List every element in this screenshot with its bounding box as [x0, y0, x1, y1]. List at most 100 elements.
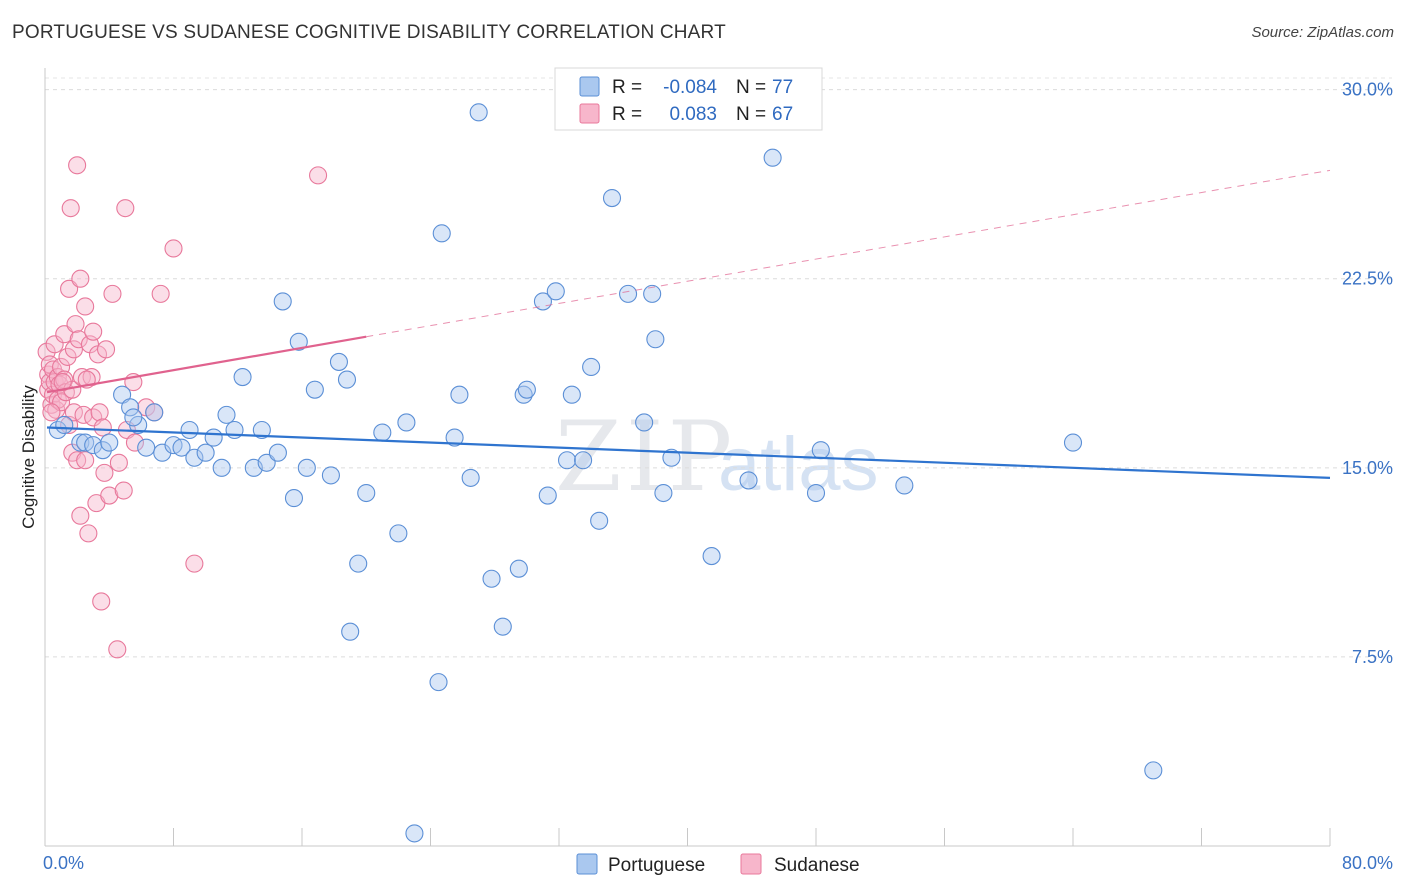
portuguese-point	[349, 554, 368, 573]
portuguese-point	[185, 448, 204, 467]
portuguese-point	[100, 433, 119, 452]
portuguese-point	[405, 824, 424, 843]
portuguese-point	[397, 413, 416, 432]
portuguese-point	[590, 511, 609, 530]
portuguese-point	[84, 436, 103, 455]
portuguese-point	[646, 330, 665, 349]
tick-labels: 7.5% 15.0% 22.5% 30.0% 0.0% 80.0%	[43, 80, 1393, 873]
legend-n-value-2: 67	[772, 104, 793, 125]
sudanese-point	[103, 284, 122, 303]
portuguese-point	[284, 489, 304, 508]
portuguese-point	[341, 622, 360, 641]
portuguese-point	[763, 148, 782, 167]
sudanese-point	[60, 279, 79, 298]
portuguese-point	[643, 284, 662, 303]
portuguese-point	[662, 448, 681, 467]
portuguese-point	[305, 380, 324, 399]
portuguese-point	[289, 332, 308, 351]
portuguese-trend-line	[46, 426, 1331, 480]
portuguese-point	[602, 189, 622, 208]
portuguese-point	[196, 443, 215, 462]
portuguese-point	[217, 405, 236, 424]
sudanese-point	[108, 640, 127, 659]
legend-n-label-2: N =	[736, 104, 766, 125]
portuguese-points	[48, 103, 1163, 843]
sudanese-point	[71, 506, 90, 525]
portuguese-point	[329, 352, 348, 371]
series-legend-swatch-sudanese	[740, 853, 762, 875]
axes	[44, 68, 1331, 847]
portuguese-point	[469, 103, 488, 122]
portuguese-point	[55, 415, 74, 435]
portuguese-point	[252, 420, 271, 440]
sudanese-point	[45, 335, 64, 354]
portuguese-point	[121, 398, 140, 417]
portuguese-point	[180, 420, 199, 440]
sudanese-point	[52, 393, 71, 412]
legend-swatch-portuguese	[579, 76, 600, 97]
y-tick-label: 7.5%	[1352, 647, 1393, 667]
chart-title: PORTUGUESE VS SUDANESE COGNITIVE DISABIL…	[12, 22, 726, 43]
sudanese-point	[58, 347, 77, 366]
sudanese-point	[84, 322, 103, 341]
portuguese-point	[574, 451, 593, 470]
portuguese-point	[493, 617, 512, 636]
portuguese-point	[297, 458, 316, 477]
portuguese-point	[546, 282, 565, 301]
sudanese-point	[79, 524, 98, 543]
portuguese-point	[204, 428, 223, 447]
portuguese-point	[137, 438, 156, 457]
legend-n-value-1: 77	[772, 77, 793, 98]
portuguese-point	[373, 423, 392, 442]
legend-swatch-sudanese	[579, 103, 600, 124]
portuguese-point	[212, 458, 231, 477]
sudanese-point	[96, 340, 116, 359]
portuguese-point	[739, 471, 758, 490]
portuguese-point	[509, 559, 528, 578]
portuguese-point	[635, 413, 654, 432]
portuguese-point	[389, 524, 408, 543]
legend-r-value-1: -0.084	[663, 77, 717, 98]
sudanese-point	[68, 156, 87, 175]
y-tick-label: 30.0%	[1342, 80, 1393, 100]
sudanese-point	[100, 486, 119, 505]
watermark-atlas: atlas	[718, 422, 879, 507]
portuguese-point	[702, 547, 721, 566]
portuguese-point	[432, 224, 451, 243]
sudanese-point	[90, 403, 109, 422]
sudanese-point	[66, 315, 85, 334]
watermark-zip: ZIP	[555, 401, 736, 513]
portuguese-point	[172, 438, 191, 457]
portuguese-point	[445, 428, 464, 447]
y-tick-label: 22.5%	[1342, 269, 1393, 289]
sudanese-point	[114, 481, 133, 500]
sudanese-point	[69, 330, 88, 349]
legend-r-label-1: R =	[612, 77, 642, 98]
portuguese-point	[145, 403, 164, 422]
sudanese-point	[116, 199, 135, 218]
portuguese-point	[429, 673, 448, 692]
portuguese-point	[233, 368, 252, 387]
portuguese-point	[268, 443, 287, 462]
portuguese-point	[321, 466, 340, 485]
portuguese-point	[257, 453, 276, 472]
series-legend: Portuguese Sudanese	[576, 853, 860, 876]
trend-lines	[46, 169, 1331, 480]
legend-n-label-1: N =	[736, 77, 766, 98]
portuguese-point	[93, 441, 112, 460]
portuguese-point	[562, 385, 581, 404]
legend-r-label-2: R =	[612, 104, 642, 125]
sudanese-point	[125, 433, 144, 452]
sudanese-trend-line	[46, 335, 367, 394]
sudanese-point	[82, 368, 101, 387]
portuguese-point	[1144, 761, 1163, 780]
sudanese-point	[42, 403, 61, 422]
sudanese-point	[61, 199, 80, 218]
correlation-legend: R = -0.084 N = 77 R = 0.083 N = 67	[554, 67, 823, 131]
portuguese-point	[273, 292, 292, 311]
portuguese-point	[461, 468, 480, 487]
series-legend-label-portuguese: Portuguese	[608, 855, 705, 876]
sudanese-point	[185, 554, 204, 573]
chart-source: Source: ZipAtlas.com	[1251, 24, 1394, 41]
